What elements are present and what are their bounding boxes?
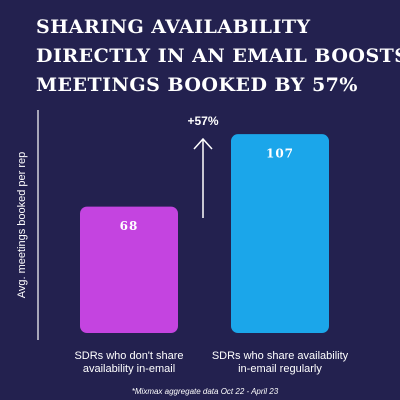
x-tick-label: in-email regularly	[238, 363, 322, 375]
y-axis-label: Avg. meetings booked per rep	[16, 152, 28, 299]
x-tick-label: availability in-email	[83, 363, 175, 375]
x-tick-label: SDRs who share availability	[212, 350, 349, 362]
chart-title: DIRECTLY IN AN EMAIL BOOSTS	[36, 45, 400, 67]
data-label: 68	[120, 219, 139, 233]
footnote: *Mixmax aggregate data Oct 22 - April 23	[132, 387, 279, 396]
x-tick-label: SDRs who don't share	[74, 350, 183, 362]
chart-title: MEETINGS BOOKED BY 57%	[36, 74, 358, 96]
annotation: +57%	[187, 114, 218, 128]
bar	[80, 206, 178, 333]
arrow	[193, 137, 213, 218]
chart-title: SHARING AVAILABILITY	[36, 16, 311, 38]
data-label: 107	[266, 147, 294, 161]
bar	[231, 134, 329, 333]
